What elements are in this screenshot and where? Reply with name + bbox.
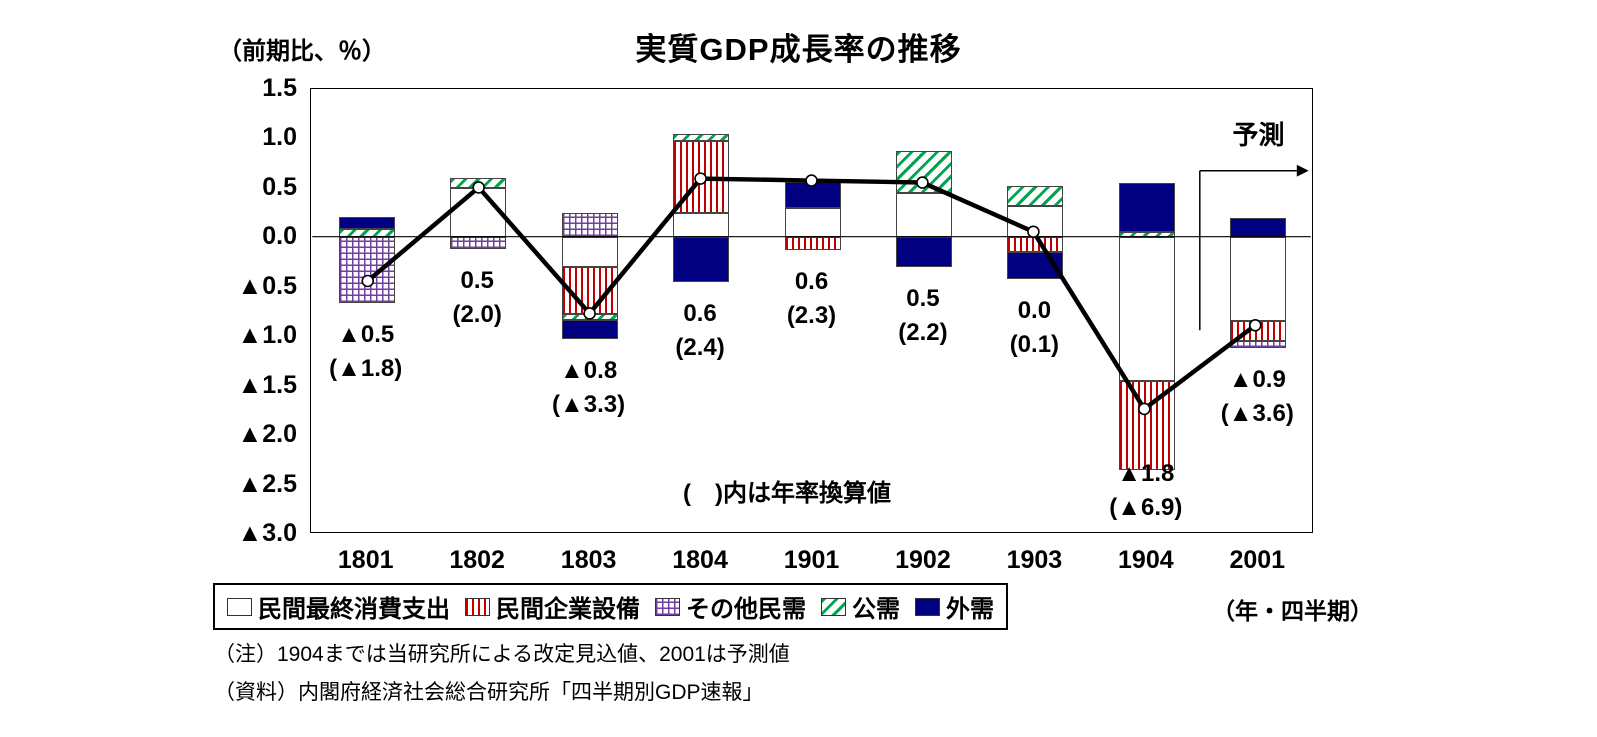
bar-segment-plain <box>895 192 952 238</box>
bar-segment-grid <box>1230 341 1287 349</box>
y-tick-label: ▲2.5 <box>237 469 298 498</box>
y-tick-label: 0.0 <box>262 222 297 251</box>
bar-segment-grid <box>561 212 618 238</box>
legend-item: 民間企業設備 <box>465 589 640 624</box>
bar-segment-plain <box>450 187 507 238</box>
bar-label-rate: ▲1.8 <box>1117 460 1175 487</box>
bar-label-annualized: (2.0) <box>452 301 502 329</box>
legend-label: 公需 <box>852 596 900 623</box>
x-tick-label: 1904 <box>1118 546 1174 574</box>
x-tick-label: 1901 <box>783 546 840 574</box>
y-tick-label: ▲2.0 <box>237 420 298 449</box>
legend-swatch-solid <box>915 597 940 616</box>
bar-segment-vertical-stripes <box>784 237 841 251</box>
bar-segment-solid <box>1007 252 1064 279</box>
legend-swatch-plain <box>227 597 252 616</box>
bar-label-annualized: (▲6.9) <box>1109 494 1183 521</box>
bar-segment-vertical-stripes <box>561 267 618 315</box>
legend-swatch-grid <box>655 597 680 616</box>
forecast-label: 予測 <box>1232 120 1285 151</box>
bar-segment-grid <box>450 237 507 250</box>
bar-segment-solid <box>338 216 395 230</box>
x-axis-unit-label: （年・四半期） <box>1212 598 1373 624</box>
legend-swatch-diagonal-stripes <box>821 597 846 616</box>
bar-label-annualized: (2.4) <box>675 333 725 361</box>
bar-segment-plain <box>1007 205 1064 238</box>
x-tick-label: 1804 <box>672 546 728 574</box>
x-tick-label: 1801 <box>337 546 394 574</box>
bar-segment-plain <box>1230 237 1287 322</box>
legend-item: 外需 <box>915 589 994 624</box>
bar-segment-solid <box>673 237 730 282</box>
source-note: （資料）内閣府経済社会総合研究所「四半期別GDP速報」 <box>214 681 764 704</box>
bar-segment-plain <box>1118 237 1175 381</box>
bar-label-annualized: (▲3.3) <box>552 391 626 419</box>
x-tick-label: 1903 <box>1006 546 1063 574</box>
y-tick-label: 0.5 <box>262 172 297 201</box>
bar-label-rate: 0.0 <box>1017 296 1052 324</box>
bar-segment-vertical-stripes <box>1118 380 1175 470</box>
x-tick-label: 2001 <box>1229 546 1286 574</box>
y-axis-unit-label: （前期比、％） <box>218 38 386 65</box>
annualized-note: ( )内は年率換算値 <box>683 480 891 507</box>
chart-title: 実質GDP成長率の推移 <box>635 32 962 67</box>
legend-label: 民間最終消費支出 <box>258 596 450 623</box>
bar-segment-plain <box>561 237 618 267</box>
bar-label-annualized: (0.1) <box>1009 330 1060 358</box>
bar-label-rate: 0.5 <box>460 267 494 295</box>
bar-label-annualized: (▲1.8) <box>329 354 403 382</box>
x-tick-label: 1802 <box>449 546 505 574</box>
legend-label: その他民需 <box>686 596 806 623</box>
bar-segment-vertical-stripes <box>1007 237 1064 253</box>
y-tick-label: 1.0 <box>262 123 297 152</box>
bar-segment-vertical-stripes <box>1230 321 1287 342</box>
legend: 民間最終消費支出 民間企業設備 その他民需 公需 外需 <box>213 583 1008 630</box>
bar-segment-diagonal-stripes <box>673 134 730 142</box>
x-tick-label: 1902 <box>895 546 951 574</box>
bar-segment-diagonal-stripes <box>338 229 395 238</box>
legend-item: 公需 <box>821 589 900 624</box>
x-tick-label: 1803 <box>560 546 617 574</box>
bar-segment-solid <box>895 237 952 267</box>
legend-swatch-vertical-stripes <box>465 597 490 616</box>
bar-segment-grid <box>338 237 395 303</box>
bar-segment-solid <box>561 320 618 340</box>
bar-segment-solid <box>1230 217 1287 238</box>
plot-area: 予測 ( )内は年率換算値 <box>310 88 1313 533</box>
bar-segment-vertical-stripes <box>673 141 730 213</box>
bar-label-rate: ▲0.9 <box>1228 366 1286 394</box>
y-tick-label: 1.5 <box>262 74 297 102</box>
bar-segment-diagonal-stripes <box>1118 232 1175 238</box>
bar-segment-diagonal-stripes <box>1007 185 1064 206</box>
bar-segment-solid <box>1118 182 1175 233</box>
footnote: （注）1904までは当研究所による改定見込値、2001は予測値 <box>214 643 790 666</box>
legend-item: 民間最終消費支出 <box>227 589 450 624</box>
y-tick-label: ▲3.0 <box>237 519 298 547</box>
legend-item: その他民需 <box>655 589 806 624</box>
bar-segment-diagonal-stripes <box>450 178 507 188</box>
bar-label-annualized: (▲3.6) <box>1220 400 1294 428</box>
bar-segment-plain <box>784 207 841 238</box>
legend-label: 民間企業設備 <box>496 596 640 623</box>
bar-segment-diagonal-stripes <box>895 151 952 193</box>
y-tick-label: ▲1.5 <box>237 370 298 399</box>
y-tick-label: ▲1.0 <box>237 321 298 350</box>
legend-label: 外需 <box>946 596 994 623</box>
bar-segment-solid <box>784 181 841 208</box>
bar-segment-plain <box>673 212 730 238</box>
y-tick-label: ▲0.5 <box>237 271 298 300</box>
